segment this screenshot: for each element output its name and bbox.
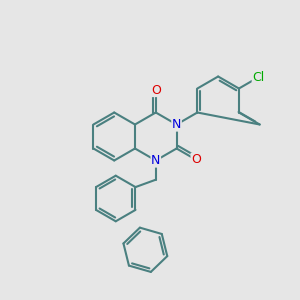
Text: O: O bbox=[191, 153, 201, 166]
Text: O: O bbox=[151, 83, 161, 97]
Text: N: N bbox=[172, 118, 181, 131]
Text: N: N bbox=[151, 154, 160, 167]
Text: Cl: Cl bbox=[252, 71, 265, 84]
